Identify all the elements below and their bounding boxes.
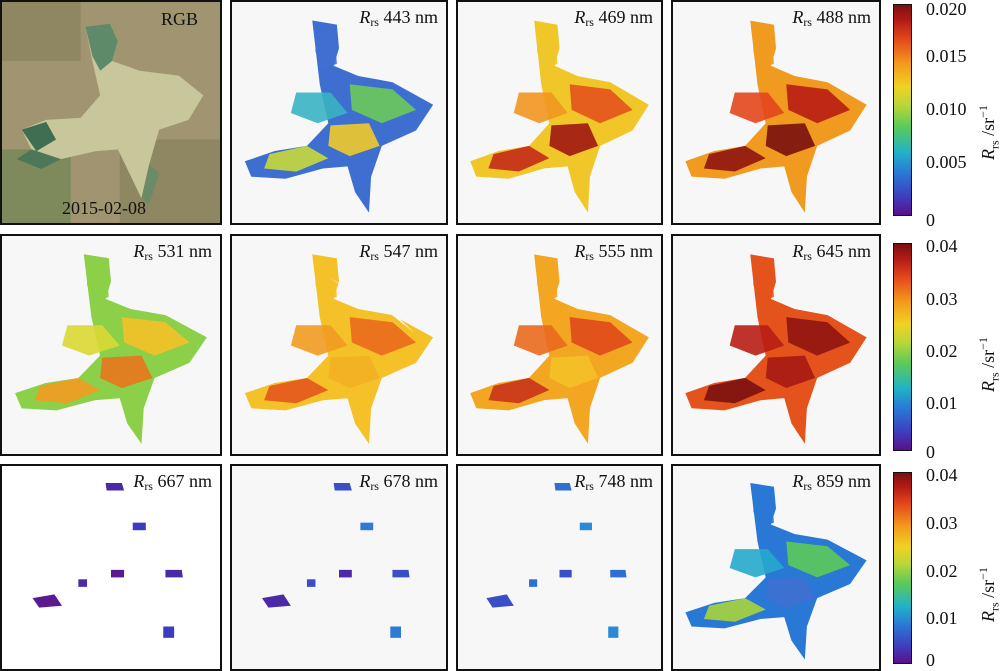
colorbar-2-tick: 0 — [926, 442, 935, 462]
band-label: Rrs 555 nm — [574, 241, 653, 263]
lake-map — [244, 254, 434, 444]
rgb-satellite-image — [2, 2, 220, 223]
band-label: Rrs 531 nm — [133, 241, 212, 263]
band-panel-555: Rrs 555 nm — [456, 234, 663, 456]
colorbar-2-tick: 0.04 — [926, 236, 958, 256]
lake-map — [32, 482, 183, 638]
band-label: Rrs 645 nm — [792, 241, 871, 263]
lake-map — [685, 20, 867, 213]
band-panel-678: Rrs 678 nm — [230, 464, 448, 671]
lake-map — [244, 20, 434, 213]
colorbar-2-tick: 0.01 — [926, 393, 958, 413]
lake-map — [262, 482, 410, 638]
band-panel-488: Rrs 488 nm — [671, 0, 881, 225]
colorbar-3-tick: 0.02 — [926, 561, 958, 581]
band-panel-547: Rrs 547 nm — [230, 234, 448, 456]
date-label: 2015-02-08 — [62, 198, 146, 218]
band-label: Rrs 667 nm — [133, 471, 212, 493]
colorbar-2-tick: 0.02 — [926, 341, 958, 361]
band-label: Rrs 443 nm — [359, 7, 438, 29]
band-panel-748: Rrs 748 nm — [456, 464, 663, 671]
lake-map — [470, 254, 649, 444]
band-label: Rrs 748 nm — [574, 471, 653, 493]
colorbar-1-tick: 0.005 — [926, 152, 967, 172]
colorbar-2-unit: Rrs /sr−1 — [976, 337, 1000, 392]
band-label: Rrs 678 nm — [359, 471, 438, 493]
band-panel-443: Rrs 443 nm — [230, 0, 448, 225]
colorbar-3-tick: 0 — [926, 650, 935, 670]
colorbar-3 — [893, 472, 912, 664]
colorbar-1-tick: 0.010 — [926, 99, 967, 119]
band-label: Rrs 859 nm — [792, 471, 871, 493]
band-label: Rrs 547 nm — [359, 241, 438, 263]
band-panel-645: Rrs 645 nm — [671, 234, 881, 456]
colorbar-1-unit: Rrs /sr−1 — [976, 105, 1000, 160]
rgb-image-panel: RGB 2015-02-08 — [0, 0, 222, 225]
colorbar-1-tick: 0.020 — [926, 0, 967, 19]
colorbar-3-tick: 0.04 — [926, 465, 958, 485]
band-label: Rrs 488 nm — [792, 7, 871, 29]
lake-map — [470, 20, 649, 213]
lake-map — [486, 482, 627, 638]
band-label: Rrs 469 nm — [574, 7, 653, 29]
colorbar-2-tick: 0.03 — [926, 289, 958, 309]
rgb-label: RGB — [160, 9, 198, 29]
lake-map — [15, 254, 207, 444]
lake-map — [685, 482, 867, 660]
band-panel-531: Rrs 531 nm — [0, 234, 222, 456]
colorbar-1-tick: 0 — [926, 210, 935, 230]
band-panel-667: Rrs 667 nm — [0, 464, 222, 671]
colorbar-2 — [893, 243, 912, 451]
colorbar-3-unit: Rrs /sr−1 — [976, 567, 1000, 622]
band-panel-469: Rrs 469 nm — [456, 0, 663, 225]
colorbar-3-tick: 0.03 — [926, 513, 958, 533]
lake-map — [685, 254, 867, 444]
colorbar-1 — [893, 4, 912, 216]
band-panel-859: Rrs 859 nm — [671, 464, 881, 671]
colorbar-3-tick: 0.01 — [926, 608, 958, 628]
colorbar-1-tick: 0.015 — [926, 46, 967, 66]
